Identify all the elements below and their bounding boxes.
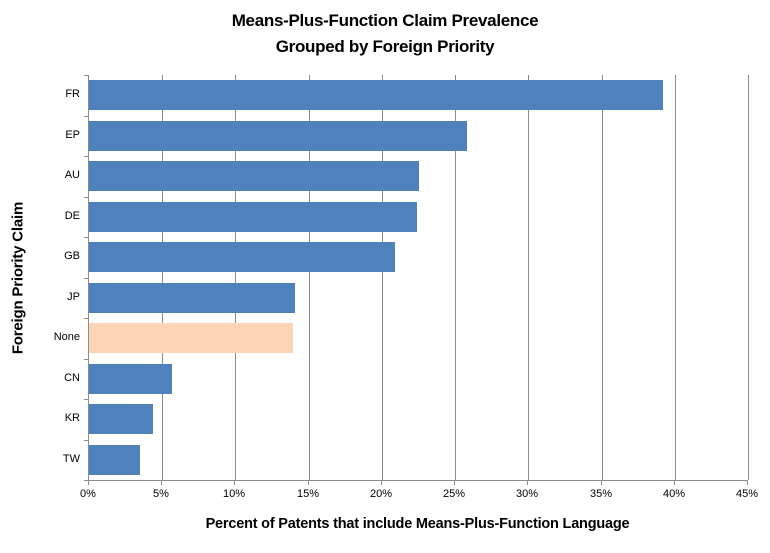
bar-ep: [89, 121, 467, 151]
x-tick-label-20pct: 20%: [369, 488, 393, 500]
y-tick-label-fr: FR: [65, 88, 80, 100]
gridline-25pct: [455, 75, 456, 480]
x-tick-label-25pct: 25%: [442, 488, 466, 500]
bar-fr: [89, 80, 663, 110]
x-tick-label-0pct: 0%: [80, 488, 96, 500]
bar-jp: [89, 283, 295, 313]
x-axis-tick: [674, 481, 675, 485]
x-tick-label-5pct: 5%: [153, 488, 169, 500]
x-axis-tick: [88, 481, 89, 485]
gridline-35pct: [602, 75, 603, 480]
x-axis-tick: [308, 481, 309, 485]
y-axis-title: Foreign Priority Claim: [9, 201, 27, 355]
gridline-5pct: [162, 75, 163, 480]
x-axis-title: Percent of Patents that include Means-Pl…: [205, 516, 630, 532]
y-axis-tick: [84, 75, 88, 76]
y-tick-label-cn: CN: [64, 372, 80, 384]
y-axis-tick: [84, 197, 88, 198]
y-tick-label-de: DE: [64, 210, 80, 222]
gridline-40pct: [675, 75, 676, 480]
y-axis-tick: [84, 399, 88, 400]
x-tick-label-35pct: 35%: [589, 488, 613, 500]
bar-kr: [89, 404, 153, 434]
gridline-20pct: [382, 75, 383, 480]
y-axis-tick: [84, 318, 88, 319]
bar-de: [89, 202, 417, 232]
chart-title-line-2: Grouped by Foreign Priority: [275, 36, 495, 56]
y-axis-tick: [84, 440, 88, 441]
bar-cn: [89, 364, 172, 394]
y-axis-tick: [84, 156, 88, 157]
x-axis-tick: [601, 481, 602, 485]
chart-title: Means-Plus-Function Claim Prevalence Gro…: [0, 8, 770, 59]
y-tick-label-kr: KR: [64, 412, 80, 424]
x-axis-tick: [161, 481, 162, 485]
x-axis-tick: [454, 481, 455, 485]
y-tick-label-au: AU: [64, 169, 80, 181]
plot-area: [88, 75, 749, 481]
x-axis-tick: [381, 481, 382, 485]
x-axis-tick: [234, 481, 235, 485]
gridline-10pct: [235, 75, 236, 480]
gridline-15pct: [309, 75, 310, 480]
x-tick-label-45pct: 45%: [735, 488, 759, 500]
gridline-30pct: [528, 75, 529, 480]
bar-au: [89, 161, 419, 191]
y-tick-label-gb: GB: [64, 250, 80, 262]
y-tick-label-jp: JP: [67, 291, 80, 303]
x-tick-label-10pct: 10%: [222, 488, 246, 500]
chart-title-line-1: Means-Plus-Function Claim Prevalence: [231, 11, 539, 30]
bar-none: [89, 323, 293, 353]
y-axis-tick: [84, 237, 88, 238]
y-tick-label-none: None: [53, 331, 80, 343]
bar-gb: [89, 242, 395, 272]
x-tick-label-30pct: 30%: [515, 488, 539, 500]
x-tick-label-15pct: 15%: [296, 488, 320, 500]
gridline-45pct: [748, 75, 749, 480]
x-tick-label-40pct: 40%: [662, 488, 686, 500]
y-tick-label-ep: EP: [65, 129, 80, 141]
y-axis-tick: [84, 116, 88, 117]
y-axis-tick: [84, 359, 88, 360]
y-axis-tick: [84, 278, 88, 279]
x-axis-tick: [747, 481, 748, 485]
x-axis-tick: [527, 481, 528, 485]
bar-tw: [89, 445, 140, 475]
y-tick-label-tw: TW: [62, 453, 80, 465]
y-axis-tick: [84, 480, 88, 481]
